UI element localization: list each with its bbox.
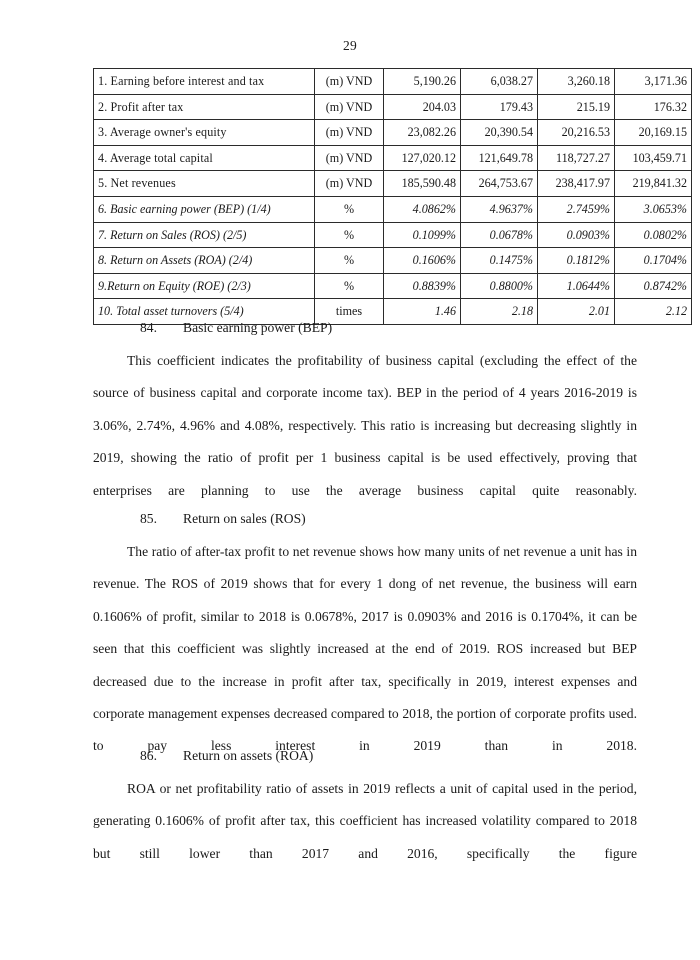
table-row: 9.Return on Equity (ROE) (2/3) % 0.8839%… bbox=[93, 272, 692, 300]
row-value-2016: 2.12 bbox=[614, 298, 692, 325]
row-value-2017: 118,727.27 bbox=[537, 144, 615, 172]
row-value-2019: 185,590.48 bbox=[383, 170, 461, 197]
row-label: 6. Basic earning power (BEP) (1/4) bbox=[93, 195, 315, 223]
row-value-2018: 121,649.78 bbox=[460, 144, 538, 172]
row-unit: (m) VND bbox=[314, 119, 384, 146]
row-unit: % bbox=[314, 272, 384, 300]
row-value-2018: 264,753.67 bbox=[460, 170, 538, 197]
row-value-2018: 4.9637% bbox=[460, 195, 538, 223]
row-value-2019: 204.03 bbox=[383, 93, 461, 121]
row-value-2018: 0.0678% bbox=[460, 221, 538, 249]
row-value-2016: 219,841.32 bbox=[614, 170, 692, 197]
row-value-2018: 0.1475% bbox=[460, 247, 538, 274]
row-value-2018: 6,038.27 bbox=[460, 68, 538, 95]
row-unit: % bbox=[314, 247, 384, 274]
row-value-2017: 3,260.18 bbox=[537, 68, 615, 95]
row-value-2019: 0.8839% bbox=[383, 272, 461, 300]
paragraph-ros: The ratio of after-tax profit to net rev… bbox=[93, 544, 637, 754]
section-number: 85. bbox=[140, 511, 157, 526]
row-value-2019: 23,082.26 bbox=[383, 119, 461, 146]
row-value-2016: 0.1704% bbox=[614, 247, 692, 274]
row-unit: times bbox=[314, 298, 384, 325]
row-label: 7. Return on Sales (ROS) (2/5) bbox=[93, 221, 315, 249]
row-label: 3. Average owner's equity bbox=[93, 119, 315, 146]
row-label: 8. Return on Assets (ROA) (2/4) bbox=[93, 247, 315, 274]
section-title: Return on sales (ROS) bbox=[183, 511, 306, 526]
section-number: 84. bbox=[140, 320, 157, 335]
row-value-2018: 20,390.54 bbox=[460, 119, 538, 146]
table-row: 6. Basic earning power (BEP) (1/4) % 4.0… bbox=[93, 195, 692, 223]
row-value-2017: 0.1812% bbox=[537, 247, 615, 274]
row-unit: % bbox=[314, 221, 384, 249]
row-value-2016: 0.0802% bbox=[614, 221, 692, 249]
table-row: 5. Net revenues (m) VND 185,590.48 264,7… bbox=[93, 170, 692, 197]
section-title: Basic earning power (BEP) bbox=[183, 320, 333, 335]
row-value-2019: 127,020.12 bbox=[383, 144, 461, 172]
section-number: 86. bbox=[140, 748, 157, 763]
row-label: 2. Profit after tax bbox=[93, 93, 315, 121]
row-label: 9.Return on Equity (ROE) (2/3) bbox=[93, 272, 315, 300]
section-heading-85: 85. Return on sales (ROS) bbox=[93, 511, 637, 527]
row-value-2016: 3,171.36 bbox=[614, 68, 692, 95]
row-value-2017: 1.0644% bbox=[537, 272, 615, 300]
row-value-2019: 0.1606% bbox=[383, 247, 461, 274]
table-row: 2. Profit after tax (m) VND 204.03 179.4… bbox=[93, 93, 692, 121]
row-unit: (m) VND bbox=[314, 170, 384, 197]
table-row: 1. Earning before interest and tax (m) V… bbox=[93, 68, 692, 95]
table-body: 1. Earning before interest and tax (m) V… bbox=[93, 68, 692, 325]
row-value-2018: 179.43 bbox=[460, 93, 538, 121]
row-value-2016: 20,169.15 bbox=[614, 119, 692, 146]
row-value-2019: 5,190.26 bbox=[383, 68, 461, 95]
table-row: 8. Return on Assets (ROA) (2/4) % 0.1606… bbox=[93, 247, 692, 274]
row-unit: (m) VND bbox=[314, 93, 384, 121]
row-unit: (m) VND bbox=[314, 68, 384, 95]
row-value-2018: 2.18 bbox=[460, 298, 538, 325]
section-title: Return on assets (ROA) bbox=[183, 748, 314, 763]
row-label: 5. Net revenues bbox=[93, 170, 315, 197]
row-value-2016: 3.0653% bbox=[614, 195, 692, 223]
table-row: 4. Average total capital (m) VND 127,020… bbox=[93, 144, 692, 172]
row-value-2019: 4.0862% bbox=[383, 195, 461, 223]
row-value-2017: 238,417.97 bbox=[537, 170, 615, 197]
row-label: 10. Total asset turnovers (5/4) bbox=[93, 298, 315, 325]
row-value-2017: 2.7459% bbox=[537, 195, 615, 223]
row-label: 4. Average total capital bbox=[93, 144, 315, 172]
page-number: 29 bbox=[343, 38, 357, 53]
row-value-2017: 215.19 bbox=[537, 93, 615, 121]
row-unit: % bbox=[314, 195, 384, 223]
row-unit: (m) VND bbox=[314, 144, 384, 172]
table-row: 7. Return on Sales (ROS) (2/5) % 0.1099%… bbox=[93, 221, 692, 249]
financial-ratios-table: 1. Earning before interest and tax (m) V… bbox=[93, 68, 692, 325]
row-value-2016: 0.8742% bbox=[614, 272, 692, 300]
row-label: 1. Earning before interest and tax bbox=[93, 68, 315, 95]
section-heading-84: 84. Basic earning power (BEP) bbox=[93, 320, 637, 336]
section-heading-86: 86. Return on assets (ROA) bbox=[93, 748, 637, 764]
row-value-2019: 0.1099% bbox=[383, 221, 461, 249]
row-value-2017: 0.0903% bbox=[537, 221, 615, 249]
row-value-2016: 176.32 bbox=[614, 93, 692, 121]
table-row: 3. Average owner's equity (m) VND 23,082… bbox=[93, 119, 692, 146]
row-value-2017: 20,216.53 bbox=[537, 119, 615, 146]
row-value-2016: 103,459.71 bbox=[614, 144, 692, 172]
paragraph-bep: This coefficient indicates the profitabi… bbox=[93, 353, 637, 498]
paragraph-roa: ROA or net profitability ratio of assets… bbox=[93, 781, 637, 861]
table-row: 10. Total asset turnovers (5/4) times 1.… bbox=[93, 298, 692, 325]
row-value-2018: 0.8800% bbox=[460, 272, 538, 300]
